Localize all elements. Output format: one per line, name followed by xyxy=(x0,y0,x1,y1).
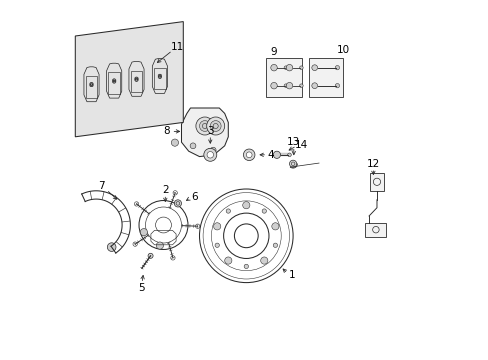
Circle shape xyxy=(134,202,139,206)
Circle shape xyxy=(206,148,213,156)
Circle shape xyxy=(195,224,200,228)
Text: 5: 5 xyxy=(138,283,145,293)
Circle shape xyxy=(284,84,287,87)
Circle shape xyxy=(203,148,216,161)
Bar xyxy=(369,173,384,191)
Circle shape xyxy=(148,253,153,258)
Text: 13: 13 xyxy=(286,137,300,147)
Circle shape xyxy=(289,160,296,167)
Circle shape xyxy=(206,117,224,135)
Text: 11: 11 xyxy=(171,42,184,52)
Circle shape xyxy=(215,243,219,247)
Polygon shape xyxy=(75,22,183,137)
Circle shape xyxy=(287,153,291,157)
Text: 6: 6 xyxy=(191,192,198,202)
Circle shape xyxy=(311,83,317,89)
Circle shape xyxy=(335,66,339,70)
Circle shape xyxy=(299,84,303,87)
Circle shape xyxy=(262,209,266,213)
Circle shape xyxy=(224,257,231,264)
Circle shape xyxy=(270,64,277,71)
Text: 9: 9 xyxy=(269,47,276,57)
Circle shape xyxy=(260,257,267,264)
Circle shape xyxy=(335,84,339,88)
Circle shape xyxy=(271,223,279,230)
Bar xyxy=(265,58,302,97)
Circle shape xyxy=(243,149,254,161)
Circle shape xyxy=(285,64,292,71)
Circle shape xyxy=(285,82,292,89)
Circle shape xyxy=(244,264,248,269)
Circle shape xyxy=(206,152,213,158)
Circle shape xyxy=(210,147,216,153)
Text: 4: 4 xyxy=(267,150,274,160)
Circle shape xyxy=(171,139,178,146)
Text: 1: 1 xyxy=(288,270,294,280)
Circle shape xyxy=(173,191,177,195)
Circle shape xyxy=(210,121,221,131)
Circle shape xyxy=(196,117,213,135)
Text: 3: 3 xyxy=(206,126,213,136)
Text: 10: 10 xyxy=(336,45,349,55)
Circle shape xyxy=(190,143,196,149)
Circle shape xyxy=(242,202,249,209)
Circle shape xyxy=(133,242,137,246)
Circle shape xyxy=(299,66,303,69)
Circle shape xyxy=(273,243,277,247)
Circle shape xyxy=(246,152,251,158)
Circle shape xyxy=(107,243,116,251)
Circle shape xyxy=(213,223,221,230)
Circle shape xyxy=(273,151,280,158)
Polygon shape xyxy=(181,108,228,157)
Text: 8: 8 xyxy=(163,126,169,136)
Text: 14: 14 xyxy=(294,140,307,150)
Circle shape xyxy=(156,242,163,249)
Circle shape xyxy=(174,200,181,207)
Bar xyxy=(365,223,386,237)
Circle shape xyxy=(270,82,277,89)
Text: 12: 12 xyxy=(366,159,379,169)
Circle shape xyxy=(225,209,230,213)
Circle shape xyxy=(199,121,210,131)
Circle shape xyxy=(140,229,147,236)
Bar xyxy=(309,58,343,97)
Circle shape xyxy=(170,256,175,260)
Circle shape xyxy=(311,65,317,71)
Text: 7: 7 xyxy=(98,181,105,191)
Circle shape xyxy=(284,66,287,69)
Text: 2: 2 xyxy=(162,185,168,195)
